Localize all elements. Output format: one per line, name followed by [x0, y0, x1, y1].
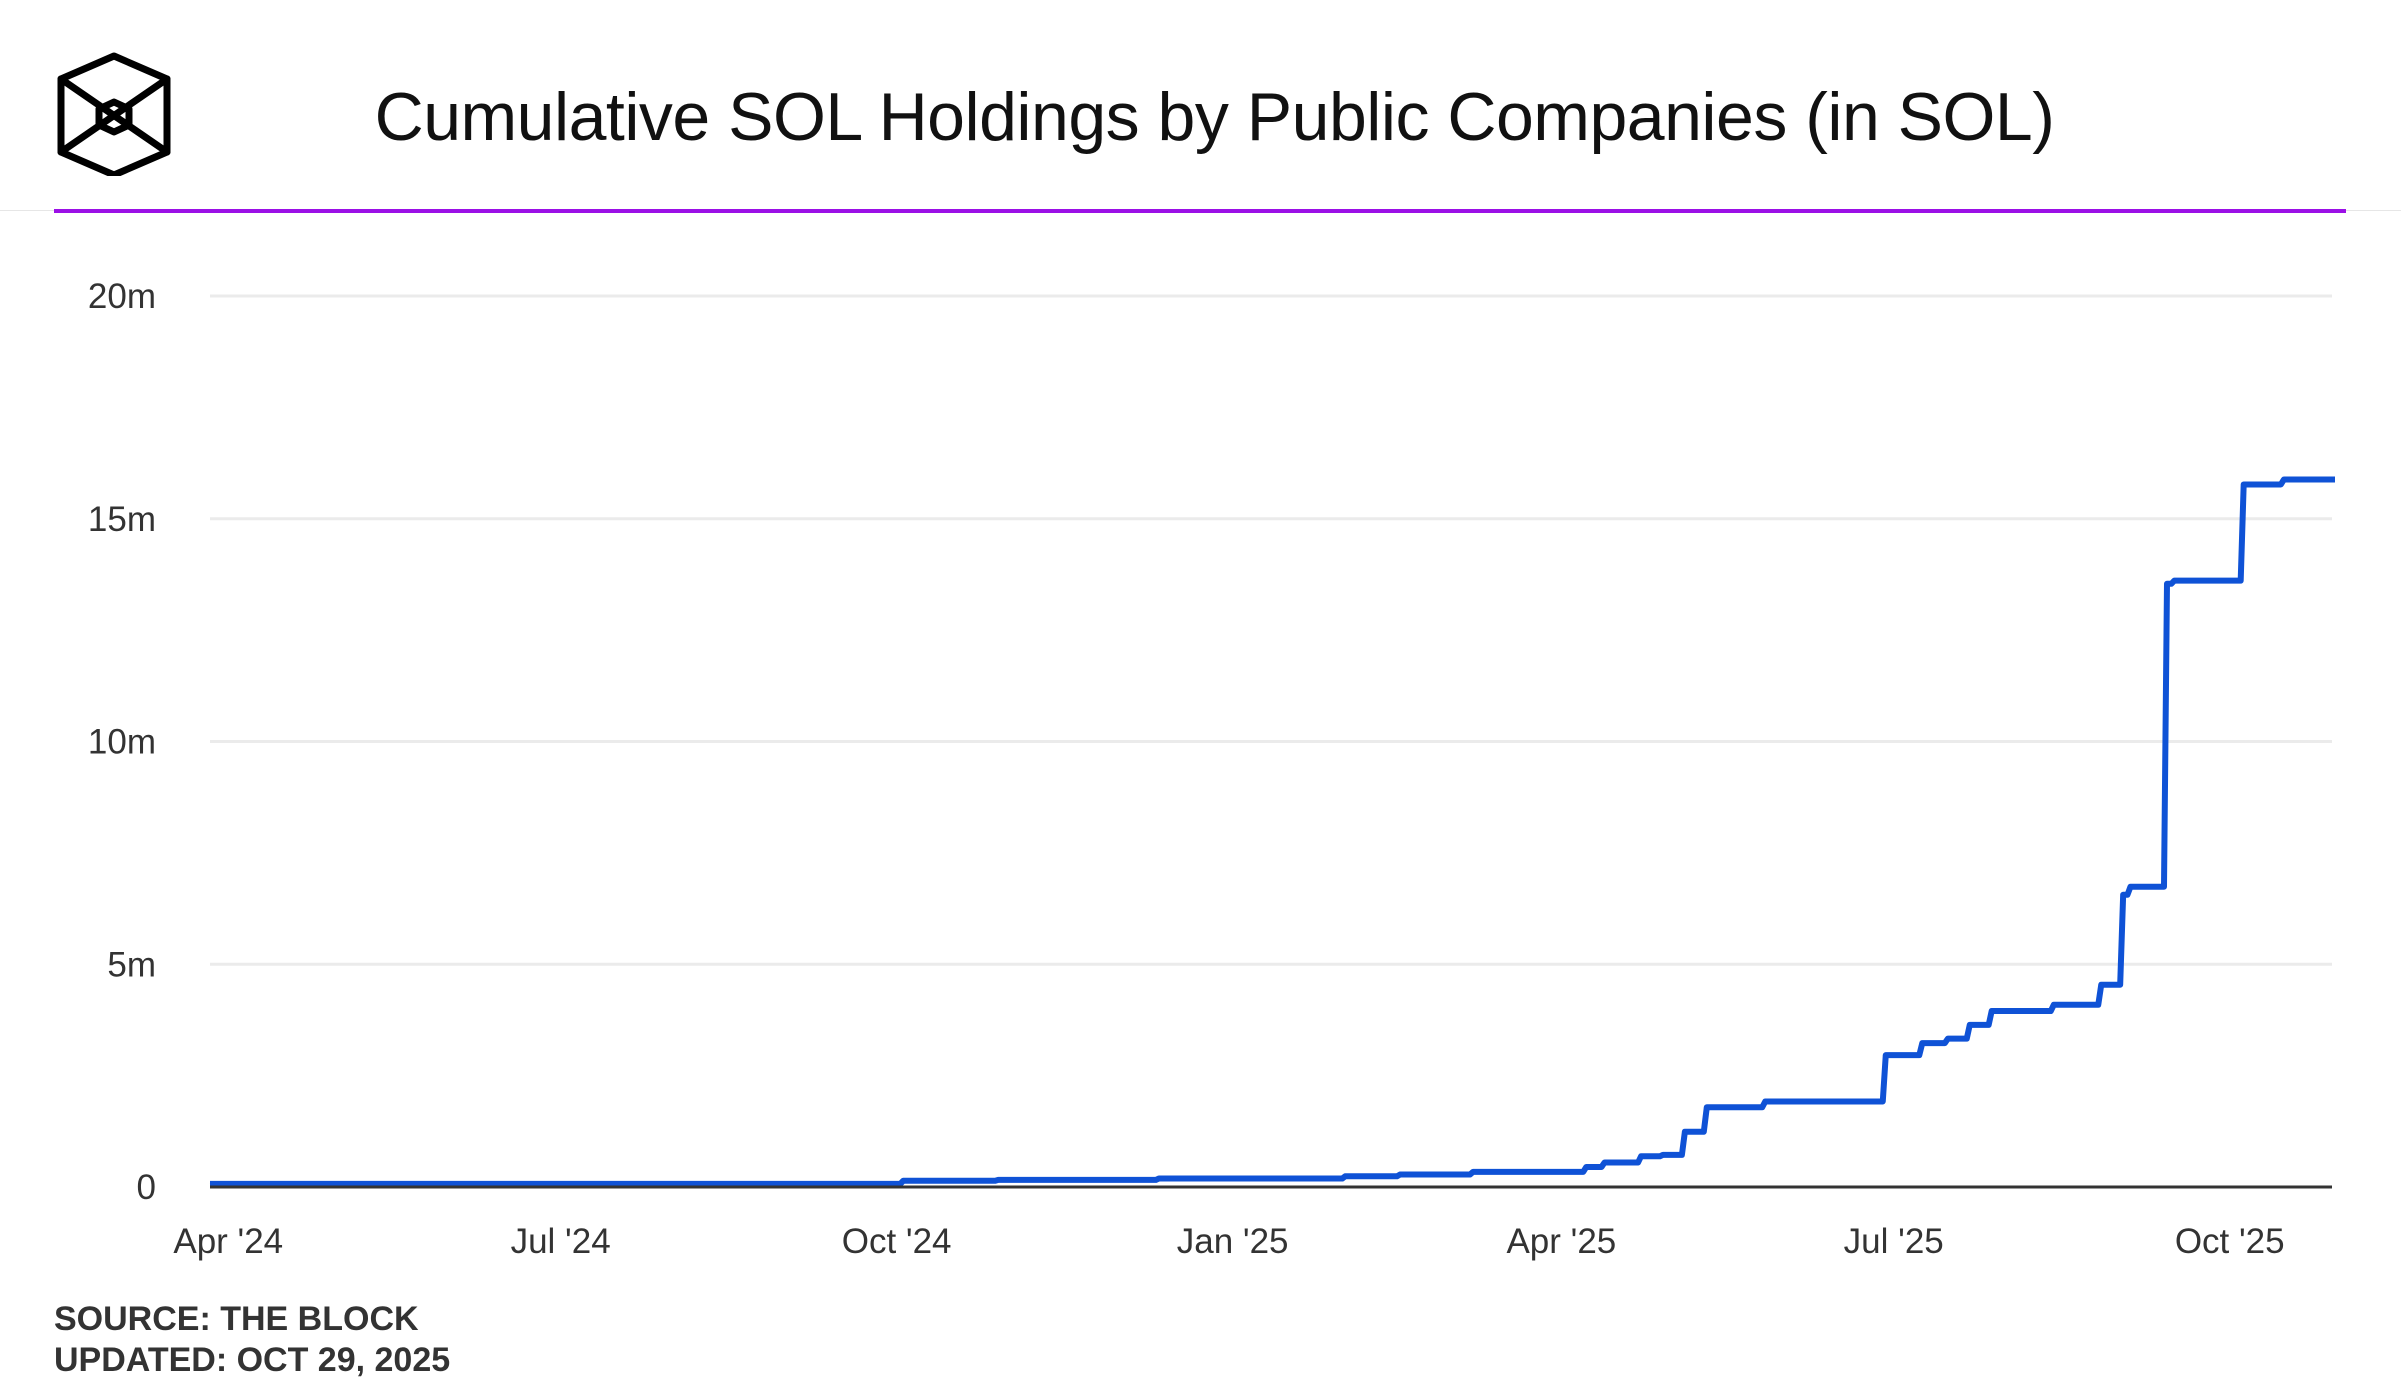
chart-title: Cumulative SOL Holdings by Public Compan…	[374, 79, 2055, 155]
y-tick-label: 15m	[88, 500, 156, 539]
y-tick-label: 0	[137, 1168, 156, 1207]
x-tick-label: Apr '24	[173, 1222, 283, 1261]
y-tick-label: 5m	[107, 945, 156, 984]
accent-divider	[54, 209, 2346, 213]
y-tick-label: 20m	[88, 277, 156, 316]
holdings-line	[210, 476, 2335, 1187]
x-tick-label: Apr '25	[1506, 1222, 1616, 1261]
the-block-logo	[57, 52, 171, 176]
updated-note: UPDATED: OCT 29, 2025	[54, 1341, 451, 1379]
y-tick-label: 10m	[88, 723, 156, 762]
x-tick-label: Jan '25	[1177, 1222, 1289, 1261]
x-tick-label: Jul '24	[511, 1222, 611, 1261]
x-tick-label: Oct '24	[842, 1222, 952, 1261]
x-tick-label: Oct '25	[2175, 1222, 2285, 1261]
source-note: SOURCE: THE BLOCK	[54, 1300, 419, 1338]
x-tick-label: Jul '25	[1844, 1222, 1944, 1261]
